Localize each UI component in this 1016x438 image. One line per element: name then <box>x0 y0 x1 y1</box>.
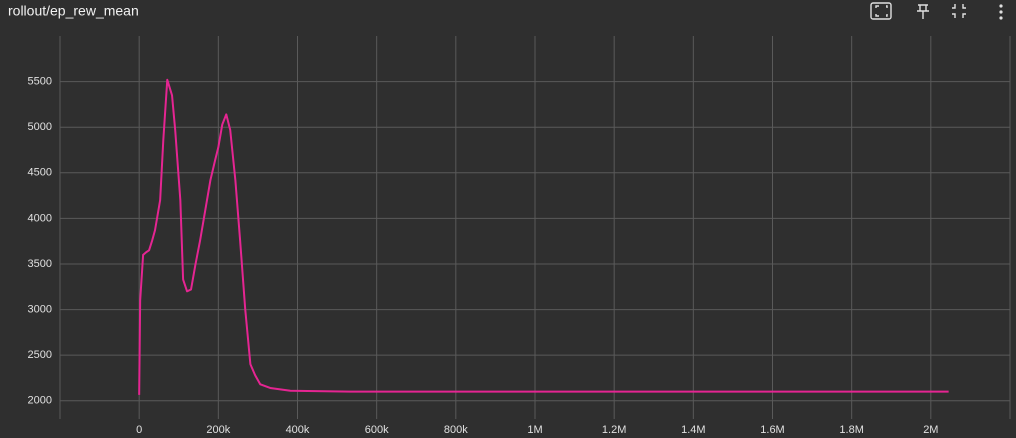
x-tick-label: 0 <box>136 424 142 436</box>
fit-domain-button[interactable] <box>870 2 892 20</box>
y-tick-label: 2000 <box>28 395 52 407</box>
y-tick-label: 4000 <box>28 212 52 224</box>
x-tick-label: 800k <box>444 424 468 436</box>
x-tick-label: 400k <box>286 424 310 436</box>
toolbar <box>870 2 1003 20</box>
y-tick-label: 2500 <box>28 349 52 361</box>
x-tick-label: 1.8M <box>839 424 863 436</box>
chart-title: rollout/ep_rew_mean <box>8 3 139 19</box>
x-tick-label: 1.6M <box>760 424 784 436</box>
expand-button[interactable] <box>952 4 966 18</box>
y-tick-label: 3500 <box>28 258 52 270</box>
x-tick-label: 1.4M <box>681 424 705 436</box>
x-tick-label: 200k <box>206 424 230 436</box>
y-tick-label: 3000 <box>28 303 52 315</box>
y-tick-label: 5500 <box>28 76 52 88</box>
x-tick-label: 600k <box>365 424 389 436</box>
x-tick-label: 1.2M <box>602 424 626 436</box>
x-tick-label: 1M <box>527 424 542 436</box>
pin-button[interactable] <box>917 4 929 19</box>
y-tick-label: 4500 <box>28 167 52 179</box>
x-tick-label: 2M <box>923 424 938 436</box>
menu-button[interactable] <box>999 4 1003 20</box>
line <box>138 78 949 395</box>
y-tick-label: 5000 <box>28 121 52 133</box>
